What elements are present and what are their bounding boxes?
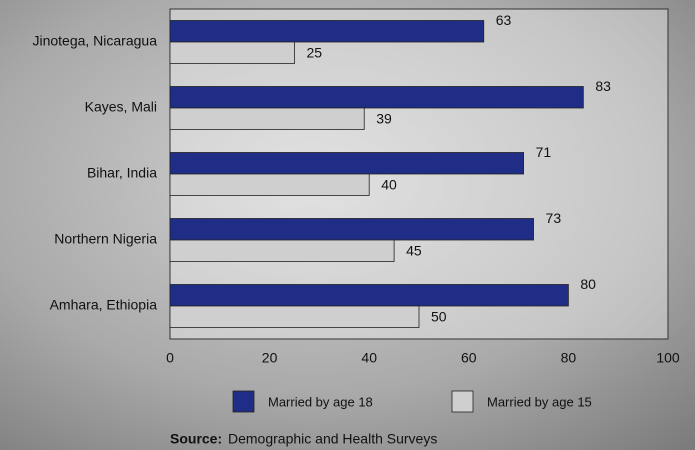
x-tick-label: 100 [656, 350, 680, 366]
bar [170, 219, 534, 241]
y-tick-label: Northern Nigeria [54, 231, 157, 247]
bar [170, 42, 295, 64]
value-label: 25 [307, 45, 323, 61]
y-tick-label: Bihar, India [87, 165, 157, 181]
value-label: 39 [376, 111, 392, 127]
bar [170, 174, 369, 196]
bar [170, 153, 524, 175]
bar [170, 21, 484, 43]
bar [170, 240, 394, 262]
bar [170, 285, 568, 307]
x-tick-label: 60 [461, 350, 477, 366]
value-label: 50 [431, 309, 447, 325]
y-tick-label: Amhara, Ethiopia [50, 297, 158, 313]
value-label: 40 [381, 177, 397, 193]
value-label: 83 [595, 78, 611, 94]
y-tick-label: Kayes, Mali [85, 99, 157, 115]
value-label: 71 [536, 144, 552, 160]
source-label: Source: [170, 431, 222, 447]
x-tick-label: 20 [262, 350, 278, 366]
bar [170, 306, 419, 328]
bar [170, 108, 364, 130]
chart: Source: Demographic and Health Surveys 0… [0, 0, 695, 450]
legend-swatch [233, 391, 254, 412]
legend-label: Married by age 15 [487, 394, 592, 409]
bar [170, 87, 583, 109]
source: Demographic and Health Surveys [228, 431, 437, 447]
legend-label: Married by age 18 [268, 394, 373, 409]
value-label: 80 [580, 276, 596, 292]
value-label: 45 [406, 243, 422, 259]
value-label: 63 [496, 12, 512, 28]
value-label: 73 [546, 210, 562, 226]
legend-swatch [452, 391, 473, 412]
x-tick-label: 80 [561, 350, 577, 366]
x-tick-label: 40 [361, 350, 377, 366]
x-tick-label: 0 [166, 350, 174, 366]
y-tick-label: Jinotega, Nicaragua [32, 33, 157, 49]
